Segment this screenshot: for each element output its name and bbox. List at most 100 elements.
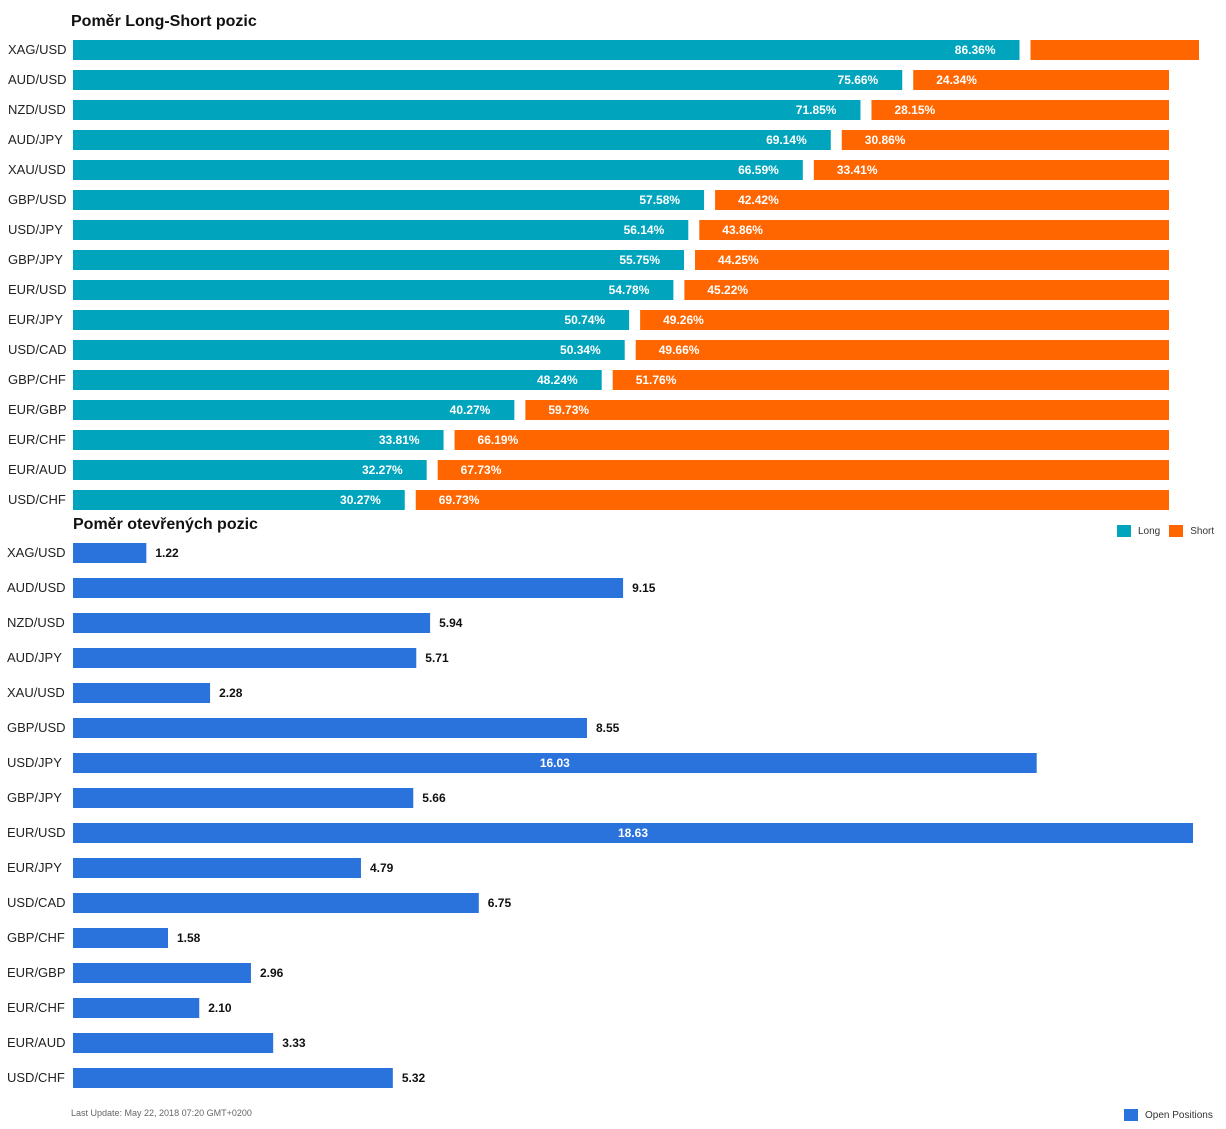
bar-value-label: 5.71 (425, 651, 449, 665)
bar-long-label: 56.14% (624, 223, 665, 237)
category-label: EUR/USD (8, 282, 67, 297)
bar-value-label: 9.15 (632, 581, 656, 595)
bar-short-label: 45.22% (707, 283, 748, 297)
bar-long[interactable] (73, 310, 630, 330)
bar-open-positions[interactable] (73, 718, 588, 738)
bar-open-positions[interactable] (73, 998, 200, 1018)
bar-long[interactable] (73, 250, 685, 270)
bar-open-positions[interactable] (73, 753, 1037, 773)
bar-long-label: 32.27% (362, 463, 403, 477)
category-label: NZD/USD (8, 102, 66, 117)
bar-long[interactable] (73, 430, 444, 450)
bar-short[interactable] (684, 280, 1169, 300)
category-label: USD/CHF (8, 492, 66, 507)
bar-long-label: 71.85% (796, 103, 837, 117)
legend-item-short[interactable]: Short (1169, 525, 1214, 537)
bar-long[interactable] (73, 40, 1020, 60)
category-label: USD/CAD (8, 342, 67, 357)
bar-value-label: 8.55 (596, 721, 620, 735)
bar-open-positions[interactable] (73, 1068, 393, 1088)
bar-short-label: 66.19% (478, 433, 519, 447)
bar-short-label: 69.73% (439, 493, 480, 507)
bar-short[interactable] (871, 100, 1169, 120)
bar-open-positions[interactable] (73, 788, 414, 808)
bar-short-label: 49.26% (663, 313, 704, 327)
bar-open-positions[interactable] (73, 858, 361, 878)
bar-short-label: 67.73% (461, 463, 502, 477)
legend-swatch-short (1169, 525, 1184, 537)
bar-long[interactable] (73, 160, 803, 180)
category-label: XAU/USD (8, 162, 66, 177)
bar-short[interactable] (635, 340, 1169, 360)
bar-value-label: 16.03 (540, 756, 570, 770)
bar-open-positions[interactable] (73, 823, 1193, 843)
last-update-footer: Last Update: May 22, 2018 07:20 GMT+0200 (71, 1108, 252, 1118)
bar-open-positions[interactable] (73, 928, 168, 948)
bar-long-label: 75.66% (838, 73, 879, 87)
category-label: EUR/GBP (8, 402, 67, 417)
bar-short[interactable] (437, 460, 1169, 480)
bar-value-label: 3.33 (282, 1036, 306, 1050)
legend-label-open-positions[interactable]: Open Positions (1145, 1109, 1213, 1121)
bar-open-positions[interactable] (73, 963, 251, 983)
bar-long[interactable] (73, 130, 831, 150)
bar-short[interactable] (1030, 40, 1199, 60)
bar-long[interactable] (73, 460, 427, 480)
bar-value-label: 2.10 (208, 1001, 232, 1015)
bar-open-positions[interactable] (73, 683, 211, 703)
bar-short[interactable] (454, 430, 1169, 450)
category-label: USD/CAD (7, 895, 66, 910)
category-label: GBP/USD (8, 192, 67, 207)
bar-short-label: 51.76% (636, 373, 677, 387)
bar-open-positions[interactable] (73, 1033, 274, 1053)
bar-long[interactable] (73, 220, 689, 240)
bar-short[interactable] (841, 130, 1169, 150)
bar-short[interactable] (913, 70, 1169, 90)
category-label: XAU/USD (7, 685, 65, 700)
legend-item-long[interactable]: Long (1117, 525, 1160, 537)
bar-open-positions[interactable] (73, 648, 417, 668)
bar-short[interactable] (640, 310, 1169, 330)
category-label: EUR/CHF (8, 432, 66, 447)
bar-long[interactable] (73, 100, 861, 120)
long-short-chart: XAG/USD 86.36% AUD/USD 75.66% 24.34% NZD/USD 7… (8, 40, 1199, 510)
category-label: AUD/USD (7, 580, 66, 595)
bar-long[interactable] (73, 190, 705, 210)
bar-long-label: 66.59% (738, 163, 779, 177)
bar-open-positions[interactable] (73, 543, 147, 563)
bar-short[interactable] (699, 220, 1169, 240)
bar-long[interactable] (73, 490, 405, 510)
bar-short-label: 28.15% (894, 103, 935, 117)
category-label: AUD/JPY (7, 650, 62, 665)
bar-long[interactable] (73, 370, 602, 390)
bar-long[interactable] (73, 400, 515, 420)
chart1-title: Poměr Long-Short pozic (71, 13, 257, 30)
bar-long-label: 54.78% (609, 283, 650, 297)
bar-value-label: 5.66 (422, 791, 446, 805)
bar-short[interactable] (612, 370, 1169, 390)
category-label: GBP/USD (7, 720, 66, 735)
bar-short[interactable] (415, 490, 1170, 510)
bar-long-label: 69.14% (766, 133, 807, 147)
bar-long[interactable] (73, 280, 674, 300)
bar-long[interactable] (73, 340, 625, 360)
bar-open-positions[interactable] (73, 613, 431, 633)
category-label: XAG/USD (8, 42, 67, 57)
category-label: AUD/JPY (8, 132, 63, 147)
bar-short-label: 30.86% (865, 133, 906, 147)
bar-short[interactable] (715, 190, 1169, 210)
bar-short[interactable] (813, 160, 1169, 180)
bar-value-label: 1.58 (177, 931, 201, 945)
bar-short[interactable] (525, 400, 1169, 420)
bar-value-label: 2.28 (219, 686, 243, 700)
bar-short-label: 33.41% (837, 163, 878, 177)
chart2-title: Poměr otevřených pozic (73, 516, 258, 533)
bar-value-label: 4.79 (370, 861, 394, 875)
bar-short[interactable] (695, 250, 1169, 270)
bar-long-label: 50.74% (564, 313, 605, 327)
bar-open-positions[interactable] (73, 578, 624, 598)
category-label: AUD/USD (8, 72, 67, 87)
bar-open-positions[interactable] (73, 893, 479, 913)
bar-long[interactable] (73, 70, 903, 90)
category-label: GBP/CHF (8, 372, 66, 387)
